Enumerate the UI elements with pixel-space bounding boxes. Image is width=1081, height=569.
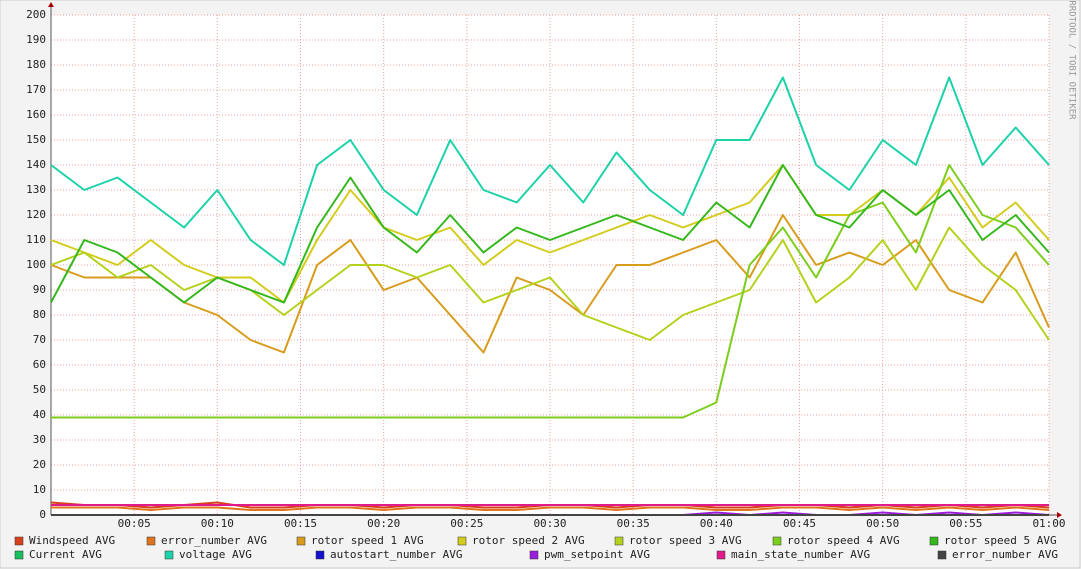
legend-label: rotor speed 5 AVG: [944, 534, 1057, 547]
series-line: [51, 506, 1050, 511]
legend-label: error_number AVG: [952, 548, 1058, 561]
axis-arrow: [1057, 512, 1062, 518]
x-tick-label: 01:00: [1032, 517, 1065, 530]
y-tick-label: 140: [26, 158, 46, 171]
legend-label: rotor speed 3 AVG: [629, 534, 742, 547]
legend-swatch: [14, 550, 24, 560]
y-tick-label: 50: [33, 383, 46, 396]
y-tick-label: 160: [26, 108, 46, 121]
y-tick-label: 130: [26, 183, 46, 196]
legend-swatch: [457, 536, 467, 546]
legend-label: Windspeed AVG: [29, 534, 115, 547]
legend-label: autostart_number AVG: [330, 548, 462, 561]
legend-swatch: [772, 536, 782, 546]
legend-swatch: [716, 550, 726, 560]
x-tick-label: 00:25: [450, 517, 483, 530]
legend-label: rotor speed 1 AVG: [311, 534, 424, 547]
y-tick-label: 70: [33, 333, 46, 346]
legend-label: main_state_number AVG: [731, 548, 870, 561]
x-tick-label: 00:10: [201, 517, 234, 530]
legend-label: error_number AVG: [161, 534, 267, 547]
y-tick-label: 40: [33, 408, 46, 421]
x-tick-label: 00:15: [284, 517, 317, 530]
y-tick-label: 170: [26, 83, 46, 96]
legend-label: Current AVG: [29, 548, 102, 561]
series-line: [51, 164, 1050, 419]
legend-swatch: [164, 550, 174, 560]
y-tick-label: 20: [33, 458, 46, 471]
y-tick-label: 180: [26, 58, 46, 71]
legend-swatch: [614, 536, 624, 546]
series-line: [50, 214, 1050, 354]
x-tick-label: 00:40: [700, 517, 733, 530]
legend-swatch: [14, 536, 24, 546]
x-tick-label: 00:20: [367, 517, 400, 530]
legend-swatch: [146, 536, 156, 546]
y-tick-label: 110: [26, 233, 46, 246]
x-tick-label: 00:45: [783, 517, 816, 530]
y-tick-label: 190: [26, 33, 46, 46]
legend-swatch: [529, 550, 539, 560]
y-tick-label: 80: [33, 308, 46, 321]
y-tick-label: 100: [26, 258, 46, 271]
y-tick-label: 200: [26, 8, 46, 21]
series-line: [50, 164, 1050, 304]
x-tick-label: 00:55: [949, 517, 982, 530]
legend-swatch: [937, 550, 947, 560]
x-tick-label: 00:50: [866, 517, 899, 530]
y-tick-label: 60: [33, 358, 46, 371]
y-tick-label: 0: [39, 508, 46, 521]
legend-label: voltage AVG: [179, 548, 252, 561]
legend-swatch: [296, 536, 306, 546]
side-label: RRDTOOL / TOBI OETIKER: [1067, 0, 1077, 120]
y-tick-label: 150: [26, 133, 46, 146]
x-tick-label: 00:05: [118, 517, 151, 530]
y-tick-label: 30: [33, 433, 46, 446]
y-tick-label: 120: [26, 208, 46, 221]
legend-label: rotor speed 2 AVG: [472, 534, 585, 547]
legend-swatch: [315, 550, 325, 560]
x-tick-label: 00:35: [617, 517, 650, 530]
legend-label: pwm_setpoint AVG: [544, 548, 650, 561]
series-line: [50, 76, 1050, 266]
y-tick-label: 10: [33, 483, 46, 496]
legend-swatch: [929, 536, 939, 546]
axis-arrow: [48, 2, 54, 7]
legend-label: rotor speed 4 AVG: [787, 534, 900, 547]
y-tick-label: 90: [33, 283, 46, 296]
x-tick-label: 00:30: [533, 517, 566, 530]
